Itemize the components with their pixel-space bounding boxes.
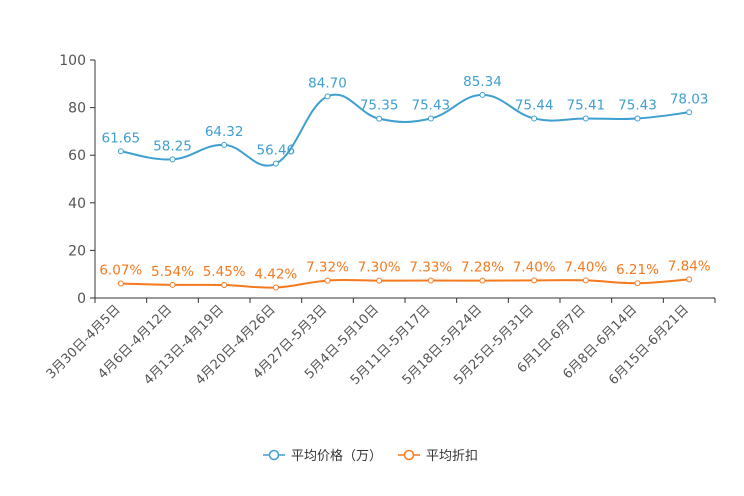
data-labels: 61.65 58.25 64.32 56.46 84.70 75.35 75.43 85.34… xyxy=(99,74,710,283)
legend-item-1[interactable]: 平均价格（万） xyxy=(263,448,382,464)
data-point xyxy=(117,148,124,155)
legend-marker-icon xyxy=(268,449,280,461)
legend-label: 平均折扣 xyxy=(426,449,478,464)
data-point xyxy=(272,160,279,167)
legend-label: 平均价格（万） xyxy=(291,448,382,464)
data-point xyxy=(634,280,641,287)
data-point xyxy=(427,115,434,122)
data-point xyxy=(272,284,279,291)
data-point xyxy=(531,115,538,122)
data-point xyxy=(582,277,589,284)
data-point xyxy=(531,277,538,284)
data-point xyxy=(376,277,383,284)
data-point xyxy=(324,277,331,284)
y-tick-label: 60 xyxy=(68,148,86,164)
data-label: 7.84% xyxy=(668,258,711,274)
data-label: 7.33% xyxy=(409,260,452,276)
data-label: 7.32% xyxy=(306,260,349,276)
data-point xyxy=(169,156,176,163)
data-point xyxy=(479,91,486,98)
data-label: 75.35 xyxy=(360,98,399,114)
y-tick-label: 100 xyxy=(59,53,86,69)
data-point xyxy=(686,109,693,116)
y-tick-label: 40 xyxy=(68,196,86,212)
legend[interactable]: 平均价格（万） 平均折扣 xyxy=(263,448,478,464)
series-layer xyxy=(117,91,693,291)
data-point xyxy=(117,280,124,287)
data-point xyxy=(221,282,228,289)
data-label: 6.07% xyxy=(99,263,142,279)
data-label: 75.43 xyxy=(618,97,657,113)
data-label: 56.46 xyxy=(257,143,296,159)
legend-marker-icon xyxy=(403,449,415,461)
data-point xyxy=(169,281,176,288)
data-label: 64.32 xyxy=(205,124,244,140)
data-label: 58.25 xyxy=(153,138,192,154)
legend-item-2[interactable]: 平均折扣 xyxy=(398,449,478,464)
y-tick-label: 20 xyxy=(68,243,86,259)
data-label: 5.45% xyxy=(203,264,246,280)
data-point xyxy=(582,115,589,122)
data-point xyxy=(686,276,693,283)
data-point xyxy=(479,277,486,284)
series-line-2 xyxy=(120,278,690,289)
data-label: 75.44 xyxy=(515,97,554,113)
y-tick-label: 0 xyxy=(77,291,86,307)
data-label: 84.70 xyxy=(308,75,347,91)
data-label: 7.28% xyxy=(461,260,504,276)
y-tick-label: 80 xyxy=(68,101,86,117)
data-label: 4.42% xyxy=(254,266,297,282)
data-label: 61.65 xyxy=(102,130,141,146)
data-label: 7.40% xyxy=(513,259,556,275)
data-label: 6.21% xyxy=(616,262,659,278)
data-point xyxy=(221,141,228,148)
data-point xyxy=(324,93,331,100)
data-label: 75.43 xyxy=(412,97,451,113)
data-label: 7.30% xyxy=(358,260,401,276)
data-label: 78.03 xyxy=(670,91,709,107)
data-label: 5.54% xyxy=(151,264,194,280)
data-label: 75.41 xyxy=(567,98,606,114)
data-label: 85.34 xyxy=(463,74,502,90)
data-point xyxy=(427,277,434,284)
data-label: 7.40% xyxy=(564,259,607,275)
data-point xyxy=(634,115,641,122)
data-point xyxy=(376,115,383,122)
